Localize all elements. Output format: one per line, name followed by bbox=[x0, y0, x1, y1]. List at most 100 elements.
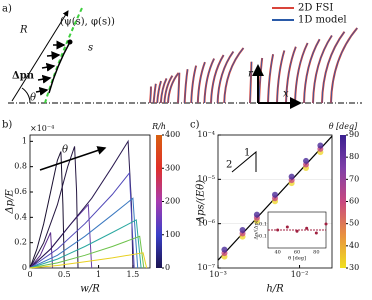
multiplier: ×10⁻⁴ bbox=[30, 124, 54, 133]
y-tick-label: 0.4 bbox=[14, 212, 27, 221]
flap-1d bbox=[204, 58, 215, 104]
colorbar-tick-label: 400 bbox=[165, 130, 180, 139]
inset-point bbox=[324, 222, 328, 226]
radius-label: R bbox=[19, 25, 28, 36]
x-tick-label: 1.5 bbox=[126, 270, 139, 279]
flap-1d bbox=[303, 39, 320, 104]
line-series bbox=[29, 139, 134, 269]
flap-1d bbox=[276, 50, 285, 104]
colorbar bbox=[340, 135, 346, 268]
point bbox=[221, 246, 228, 253]
y-tick-label: 1 bbox=[22, 136, 27, 145]
flap-1d bbox=[164, 75, 173, 104]
line-series bbox=[29, 219, 142, 269]
flap-1d bbox=[267, 54, 274, 104]
slope-triangle bbox=[231, 150, 257, 173]
panel-label: a) bbox=[2, 4, 12, 15]
colorbar-tick-label: 70 bbox=[349, 174, 359, 183]
flap-1d bbox=[312, 35, 333, 104]
flap-1d bbox=[184, 69, 188, 104]
inset-y-tick-label: -0.1 bbox=[257, 234, 267, 240]
annotation: θ bbox=[62, 145, 68, 156]
sheet-segment bbox=[48, 41, 71, 94]
theta-label: θ bbox=[30, 93, 36, 104]
point bbox=[303, 157, 310, 164]
flap-1d bbox=[156, 80, 162, 104]
colorbar-tick-label: 300 bbox=[165, 163, 180, 172]
inset-y-tick-label: 0.1 bbox=[259, 222, 267, 228]
legend-label: 2D FSI bbox=[298, 3, 333, 14]
line-series bbox=[29, 171, 135, 269]
y-tick-label: 10⁻⁷ bbox=[197, 263, 215, 272]
line-series bbox=[29, 197, 139, 269]
line-series bbox=[29, 235, 145, 269]
point bbox=[272, 191, 278, 198]
angle-arrow bbox=[39, 146, 107, 171]
inset-point bbox=[285, 225, 289, 229]
line-series bbox=[29, 232, 54, 269]
flap-fsi bbox=[330, 27, 359, 104]
flap-fsi bbox=[294, 42, 309, 104]
inset-x-tick-label: 80 bbox=[313, 250, 319, 256]
plot-frame bbox=[29, 134, 151, 269]
panel-label: c) bbox=[190, 120, 200, 131]
flap-fsi bbox=[223, 47, 245, 104]
point bbox=[288, 173, 295, 180]
flap-fsi bbox=[321, 31, 346, 104]
x-axis-label: w/R bbox=[80, 284, 100, 295]
colorbar-tick-label: 50 bbox=[349, 219, 359, 228]
inset-point bbox=[295, 229, 299, 233]
pressure-label: Δpn bbox=[12, 71, 35, 82]
colorbar-tick-label: 90 bbox=[349, 130, 359, 139]
x-tick-label: 10⁻³ bbox=[209, 270, 227, 279]
inset-x-tick-label: 40 bbox=[274, 250, 280, 256]
inset-y-label: Δp/⟨Δp⟩ bbox=[254, 220, 260, 239]
x-tick-label: 0 bbox=[27, 270, 32, 279]
panel-label: b) bbox=[2, 120, 12, 131]
inset-point bbox=[276, 228, 280, 232]
colorbar-title: R/h bbox=[151, 122, 166, 131]
y-tick-label: 0.2 bbox=[14, 238, 27, 247]
point-label: (ψ(s), φ(s)) bbox=[60, 17, 115, 28]
inset-x-tick-label: 60 bbox=[294, 250, 300, 256]
colorbar-tick-label: 30 bbox=[349, 263, 359, 272]
flaps bbox=[149, 27, 359, 104]
line-series bbox=[29, 151, 65, 269]
flap-fsi bbox=[267, 54, 275, 104]
point bbox=[253, 211, 260, 218]
colorbar-tick-label: 0 bbox=[165, 263, 170, 272]
colorbar-tick-label: 100 bbox=[165, 230, 180, 239]
x-tick-label: 0.5 bbox=[58, 270, 71, 279]
colorbar bbox=[156, 135, 162, 268]
plot-frame bbox=[217, 134, 333, 269]
flap-1d bbox=[197, 62, 206, 104]
arc-length-label: s bbox=[88, 43, 93, 54]
flap-fsi bbox=[190, 65, 198, 104]
inset-point bbox=[314, 231, 318, 235]
colorbar-tick-label: 60 bbox=[349, 197, 359, 206]
slope-run: 1 bbox=[244, 148, 250, 159]
point bbox=[67, 39, 73, 45]
flap-1d bbox=[285, 46, 297, 104]
y-tick-label: 10⁻⁴ bbox=[197, 130, 215, 139]
point bbox=[239, 226, 246, 233]
colorbar-tick-label: 200 bbox=[165, 197, 180, 206]
flap-1d bbox=[167, 72, 179, 104]
radius-arrow bbox=[11, 10, 69, 102]
flap-1d bbox=[160, 78, 167, 104]
y-axis-label: Δp/E bbox=[5, 189, 16, 215]
x-tick-label: 1 bbox=[96, 270, 101, 279]
flap-fsi bbox=[167, 72, 180, 104]
inset-x-label: θ [deg] bbox=[288, 256, 306, 262]
pressure-arrows bbox=[35, 40, 66, 96]
x-axis-label: h/R bbox=[266, 284, 284, 295]
x-tick-label: 10⁻² bbox=[291, 270, 309, 279]
colorbar-tick-label: 80 bbox=[349, 152, 359, 161]
inset-point bbox=[305, 226, 309, 230]
point bbox=[317, 142, 324, 149]
legend-label: 1D model bbox=[298, 15, 347, 26]
line-series bbox=[29, 146, 79, 269]
